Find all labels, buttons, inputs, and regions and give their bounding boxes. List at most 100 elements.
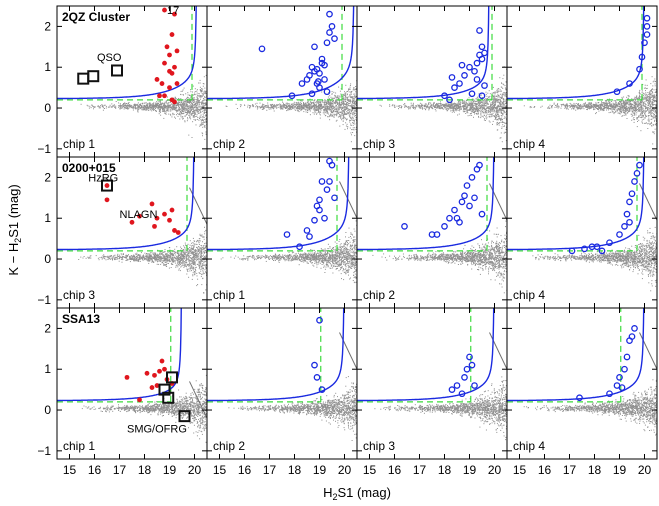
noise-point — [478, 115, 479, 117]
noise-point — [583, 108, 585, 110]
noise-point — [481, 102, 483, 104]
noise-point — [166, 107, 168, 109]
noise-point — [639, 109, 641, 111]
noise-point — [503, 126, 505, 127]
noise-point — [637, 104, 639, 106]
noise-point — [449, 106, 451, 107]
blue-emitter-point — [478, 43, 486, 51]
noise-point — [205, 109, 206, 111]
noise-point — [332, 111, 334, 113]
noise-point — [496, 99, 498, 101]
noise-point — [471, 102, 473, 104]
noise-point — [187, 96, 188, 98]
noise-point — [475, 106, 477, 108]
noise-point — [281, 107, 282, 109]
noise-point — [267, 106, 269, 108]
noise-point — [484, 103, 486, 105]
noise-point — [593, 108, 595, 110]
noise-point — [493, 99, 495, 101]
noise-point — [304, 106, 306, 108]
noise-point — [494, 96, 496, 98]
noise-point — [264, 107, 265, 109]
noise-point — [472, 101, 474, 103]
noise-point — [226, 106, 228, 107]
noise-point — [170, 109, 171, 111]
noise-point — [314, 103, 315, 105]
noise-point — [307, 109, 309, 111]
noise-point — [111, 106, 113, 108]
noise-point — [351, 96, 353, 97]
noise-point — [597, 102, 599, 104]
noise-point — [344, 113, 346, 115]
noise-point — [284, 107, 286, 109]
noise-point — [352, 116, 354, 118]
noise-point — [352, 89, 354, 91]
noise-point — [200, 98, 201, 100]
noise-point — [336, 99, 338, 101]
noise-point — [501, 93, 503, 95]
noise-point — [463, 102, 465, 104]
noise-point — [473, 100, 475, 102]
noise-point — [391, 105, 393, 107]
noise-point — [355, 104, 357, 106]
noise-point — [502, 119, 503, 120]
noise-point — [599, 105, 601, 107]
noise-point — [150, 104, 152, 106]
red-emitter-point — [169, 32, 175, 37]
noise-point — [453, 109, 454, 111]
noise-point — [129, 107, 131, 109]
noise-point — [347, 90, 349, 92]
noise-point — [127, 104, 129, 106]
noise-point — [471, 107, 473, 109]
noise-point — [322, 107, 323, 109]
noise-point — [182, 99, 184, 101]
noise-point — [318, 101, 320, 103]
noise-point — [353, 100, 355, 102]
noise-point — [320, 105, 322, 107]
noise-point — [182, 117, 184, 119]
noise-point — [421, 105, 423, 107]
noise-point — [345, 99, 347, 100]
noise-point — [640, 130, 642, 132]
noise-point — [328, 102, 330, 104]
noise-point — [645, 104, 647, 106]
noise-point — [451, 106, 453, 108]
noise-point — [164, 107, 166, 109]
noise-point — [311, 102, 313, 104]
noise-point — [574, 104, 576, 106]
noise-point — [485, 111, 487, 113]
noise-point — [629, 109, 631, 111]
noise-point — [309, 110, 311, 112]
noise-point — [445, 106, 447, 108]
noise-point — [148, 106, 150, 108]
noise-point — [598, 107, 600, 109]
noise-point — [168, 104, 170, 106]
noise-point — [343, 104, 345, 106]
noise-point — [433, 102, 435, 103]
noise-point — [486, 97, 488, 99]
noise-point — [614, 107, 616, 109]
noise-point — [127, 107, 129, 109]
highlight-box — [77, 72, 90, 85]
noise-point — [352, 109, 354, 111]
noise-point — [351, 110, 352, 112]
noise-point — [127, 105, 129, 107]
noise-point — [328, 109, 330, 111]
noise-point — [495, 91, 497, 93]
noise-point — [355, 110, 357, 112]
noise-point — [309, 114, 311, 116]
noise-point — [291, 107, 293, 109]
noise-point — [318, 110, 320, 112]
noise-point — [472, 103, 473, 105]
noise-point — [441, 107, 443, 109]
noise-point — [306, 105, 308, 107]
noise-point — [624, 102, 626, 104]
blue-emitter-point — [314, 78, 322, 85]
noise-point — [457, 105, 459, 107]
noise-point — [497, 101, 499, 103]
noise-point — [494, 100, 496, 102]
noise-point — [533, 107, 535, 108]
noise-point — [430, 105, 432, 107]
noise-point — [637, 102, 639, 104]
noise-point — [355, 109, 357, 111]
